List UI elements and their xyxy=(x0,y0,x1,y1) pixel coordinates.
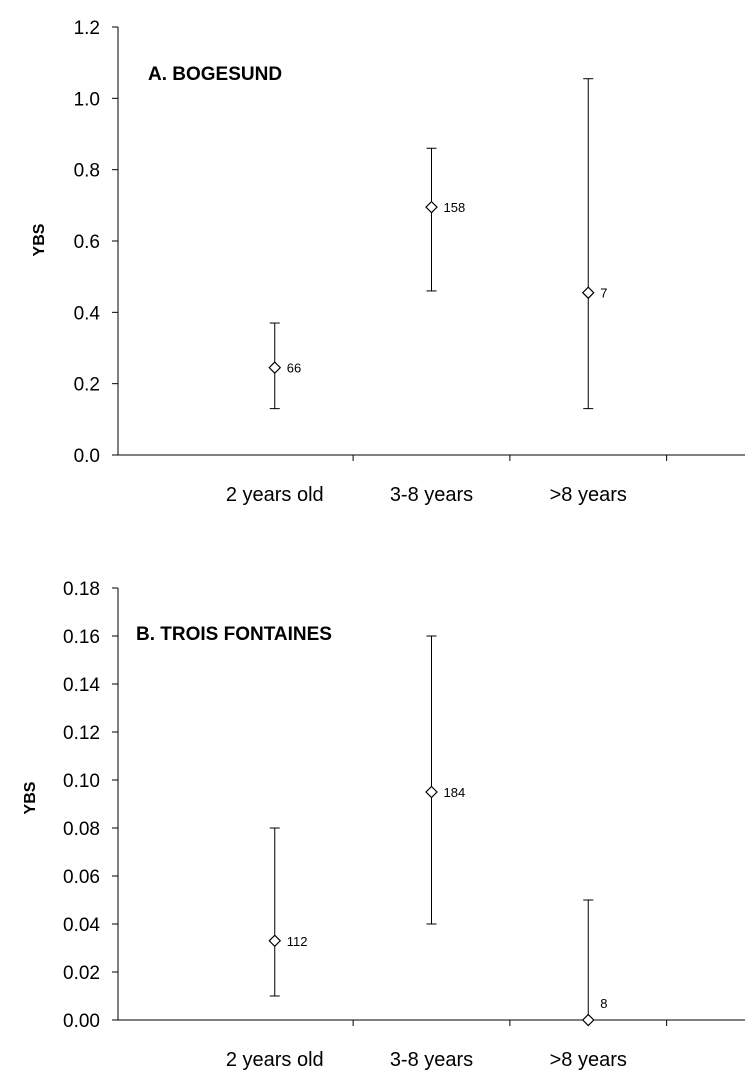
y-tick-label: 0.10 xyxy=(63,771,100,792)
y-axis-label: YBS xyxy=(31,223,48,256)
panel-trois-fontaines: B. TROIS FONTAINES YBS 0.000.020.040.060… xyxy=(22,579,745,1070)
error-bars xyxy=(269,635,594,1021)
y-tick-label: 0.14 xyxy=(63,675,100,696)
data-point xyxy=(425,785,438,799)
data-point xyxy=(581,1013,595,1027)
x-categories: 2 years old 3-8 years >8 years xyxy=(226,455,668,506)
panel-bogesund: A. BOGESUND YBS 0.0 0.2 0.4 0.6 0.8 1.0 1.2 2 … xyxy=(31,18,745,506)
y-tick-label: 0.00 xyxy=(63,1011,100,1032)
x-category-label: 2 years old xyxy=(226,484,324,506)
chart-title: B. TROIS FONTAINES xyxy=(136,624,332,645)
y-tick-label: 0.16 xyxy=(63,627,100,648)
x-category-label: 2 years old xyxy=(226,1049,324,1070)
error-bars xyxy=(269,78,594,410)
x-category-label: >8 years xyxy=(550,1049,627,1070)
x-category-label: >8 years xyxy=(550,484,627,506)
y-tick-label: 0.0 xyxy=(74,446,100,467)
y-tick-label: 0.2 xyxy=(74,375,100,396)
y-tick-label: 0.18 xyxy=(63,579,100,600)
sample-size-label: 184 xyxy=(444,785,466,800)
y-tick-label: 1.2 xyxy=(74,18,100,39)
sample-size-label: 7 xyxy=(600,286,607,301)
y-tick-label: 0.6 xyxy=(74,232,100,253)
y-ticks: 0.00 0.02 0.04 0.06 0.08 0.10 0.12 0.14 0.16 0.18 xyxy=(63,579,118,1032)
markers xyxy=(268,200,595,374)
x-category-label: 3-8 years xyxy=(390,1049,473,1070)
sample-size-label: 158 xyxy=(444,200,466,215)
sample-size-label: 112 xyxy=(287,934,308,949)
y-tick-label: 0.08 xyxy=(63,819,100,840)
sample-size-labels: 66 158 7 xyxy=(287,200,608,376)
y-axis-label: YBS xyxy=(22,781,39,814)
y-tick-label: 0.06 xyxy=(63,867,100,888)
x-categories: 2 years old 3-8 years >8 years xyxy=(226,1020,668,1070)
sample-size-label: 8 xyxy=(600,996,607,1011)
x-category-label: 3-8 years xyxy=(390,484,473,506)
markers xyxy=(268,785,595,1027)
y-tick-label: 0.02 xyxy=(63,963,100,984)
sample-size-labels: 112 184 8 xyxy=(287,785,608,1011)
data-point xyxy=(268,361,282,374)
data-point xyxy=(581,286,595,300)
y-ticks: 0.0 0.2 0.4 0.6 0.8 1.0 1.2 xyxy=(74,18,118,467)
y-tick-label: 0.4 xyxy=(74,303,101,324)
y-tick-label: 0.12 xyxy=(63,723,100,744)
axes xyxy=(117,588,745,1021)
data-point xyxy=(425,200,438,214)
sample-size-label: 66 xyxy=(287,361,301,376)
chart-title: A. BOGESUND xyxy=(148,64,282,85)
y-tick-label: 1.0 xyxy=(74,89,100,110)
y-tick-label: 0.04 xyxy=(63,915,100,936)
data-point xyxy=(268,934,282,948)
y-tick-label: 0.8 xyxy=(74,161,100,182)
